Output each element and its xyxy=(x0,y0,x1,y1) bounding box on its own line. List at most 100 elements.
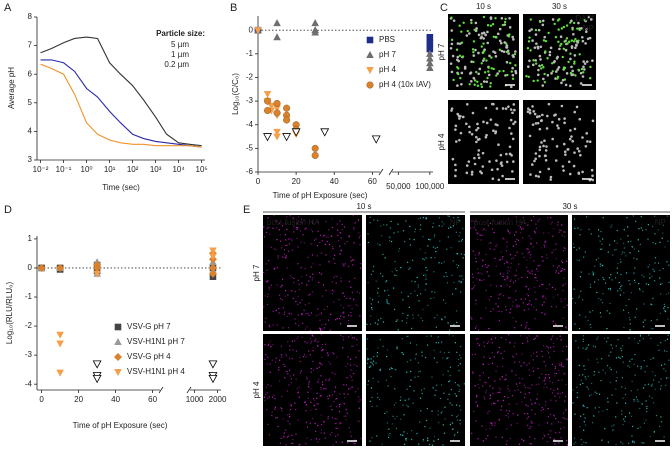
signal-speck xyxy=(423,259,425,261)
signal-speck xyxy=(586,347,588,349)
signal-speck xyxy=(336,418,338,420)
legend-entry: PBS xyxy=(379,35,395,44)
signal-speck xyxy=(587,388,589,390)
signal-speck xyxy=(335,422,337,425)
signal-speck xyxy=(317,424,319,427)
signal-speck xyxy=(439,240,441,242)
signal-speck xyxy=(347,305,349,307)
signal-speck xyxy=(650,384,652,386)
signal-speck xyxy=(604,282,607,284)
signal-speck xyxy=(529,427,531,429)
signal-speck xyxy=(340,323,342,325)
signal-speck xyxy=(525,326,527,328)
signal-speck xyxy=(627,241,629,243)
signal-speck xyxy=(615,345,617,347)
signal-speck xyxy=(518,443,520,445)
signal-speck xyxy=(459,354,461,356)
signal-speck xyxy=(315,438,318,440)
signal-speck xyxy=(323,308,325,311)
signal-speck xyxy=(579,383,581,386)
signal-speck xyxy=(266,303,269,306)
nucleus xyxy=(481,151,485,155)
signal-speck xyxy=(434,247,436,249)
signal-speck xyxy=(474,222,476,224)
signal-speck xyxy=(497,351,499,353)
signal-speck xyxy=(602,369,604,371)
signal-speck xyxy=(550,430,552,432)
signal-speck xyxy=(475,396,478,398)
signal-speck xyxy=(477,272,479,274)
signal-speck xyxy=(553,372,556,374)
signal-speck xyxy=(379,272,382,275)
signal-speck xyxy=(386,422,389,424)
signal-speck xyxy=(486,271,488,273)
signal-speck xyxy=(559,364,561,366)
signal-speck xyxy=(414,290,416,292)
nucleus xyxy=(541,113,544,117)
signal-speck xyxy=(528,428,530,430)
signal-speck xyxy=(460,240,463,242)
signal-speck xyxy=(274,397,276,400)
signal-speck xyxy=(545,401,547,403)
signal-speck xyxy=(498,294,500,296)
signal-speck xyxy=(458,370,460,372)
signal-speck xyxy=(646,405,648,408)
signal-speck xyxy=(550,305,553,308)
signal-speck xyxy=(487,265,489,267)
y-axis-label: Log₁₀(C/C₀) xyxy=(231,73,240,115)
signal-speck xyxy=(642,321,644,323)
signal-speck xyxy=(310,229,312,231)
signal-speck xyxy=(407,295,409,297)
signal-speck xyxy=(509,312,511,314)
nucleus xyxy=(477,51,480,55)
nucleus xyxy=(514,69,517,73)
signal-speck xyxy=(348,280,350,283)
signal-speck xyxy=(472,372,474,374)
signal-speck xyxy=(532,370,535,372)
signal-speck xyxy=(502,399,504,402)
signal-speck xyxy=(506,275,508,277)
signal-speck xyxy=(456,416,458,418)
signal-speck xyxy=(508,403,510,405)
signal-speck xyxy=(517,389,519,391)
signal-speck xyxy=(564,268,566,270)
signal-speck xyxy=(268,434,271,436)
signal-speck xyxy=(583,365,585,367)
marker-triangle xyxy=(366,67,374,74)
marker-square xyxy=(426,45,434,53)
signal-speck xyxy=(450,247,452,249)
signal-speck xyxy=(320,394,322,397)
signal-speck xyxy=(498,310,500,312)
signal-speck xyxy=(402,353,404,355)
signal-speck xyxy=(407,314,409,316)
signal-speck xyxy=(527,424,529,426)
signal-speck xyxy=(306,376,308,378)
nucleus xyxy=(550,72,553,75)
signal-speck xyxy=(544,435,546,437)
signal-speck xyxy=(286,315,288,318)
signal-speck xyxy=(654,280,656,282)
signal-speck xyxy=(419,397,422,399)
signal-speck xyxy=(553,350,555,352)
signal-speck xyxy=(508,297,510,299)
signal-speck xyxy=(289,369,291,371)
signal-speck xyxy=(290,238,292,240)
signal-speck xyxy=(304,304,306,306)
signal-speck xyxy=(501,405,503,407)
signal-speck xyxy=(562,289,564,292)
signal-speck xyxy=(370,361,372,363)
signal-speck xyxy=(402,230,405,232)
signal-speck xyxy=(504,379,506,381)
signal-speck xyxy=(396,274,398,277)
signal-speck xyxy=(332,352,334,354)
signal-speck xyxy=(548,352,550,354)
signal-speck xyxy=(322,420,325,422)
signal-speck xyxy=(552,343,555,345)
signal-speck xyxy=(637,342,639,344)
nucleus xyxy=(509,118,513,122)
signal-speck xyxy=(292,231,295,233)
signal-speck xyxy=(598,371,600,373)
signal-speck xyxy=(491,342,493,344)
signal-speck xyxy=(509,280,511,282)
signal-speck xyxy=(566,359,568,361)
